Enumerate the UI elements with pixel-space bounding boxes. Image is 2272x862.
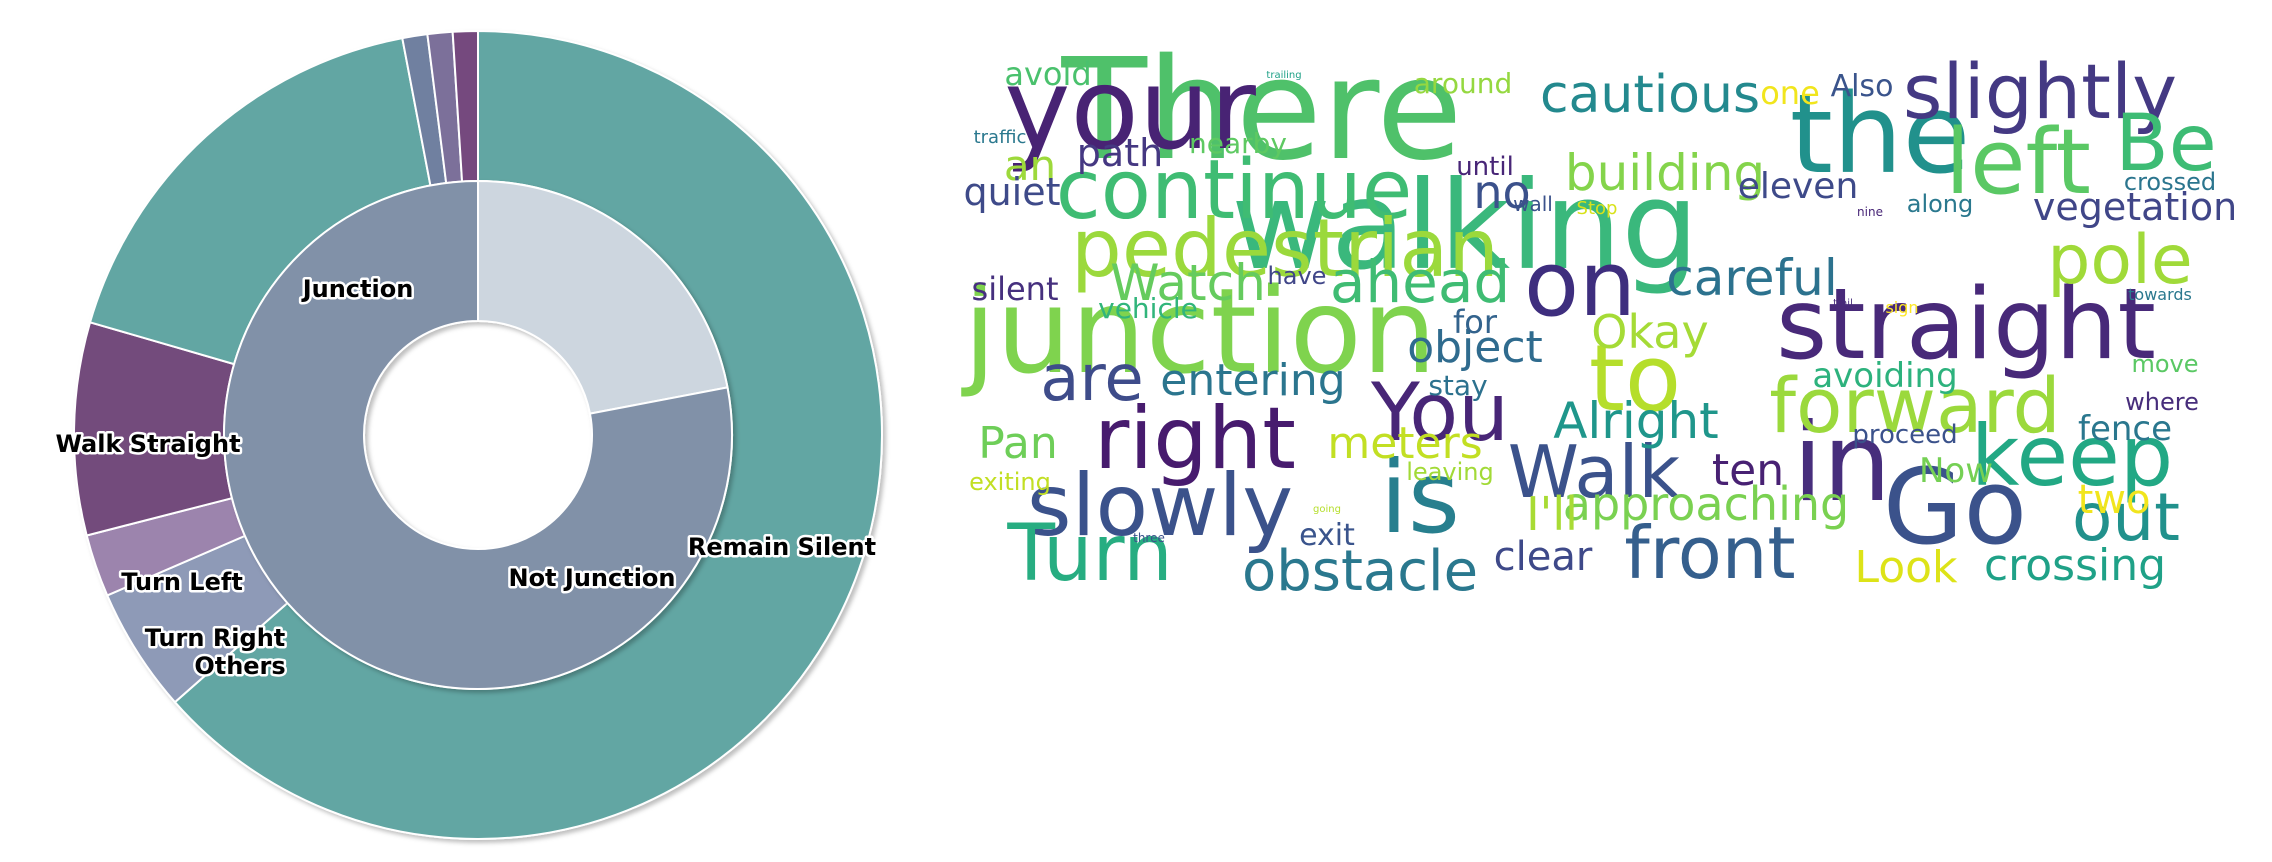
word-71: leaving [1406, 458, 1493, 486]
word-54: one [1760, 74, 1820, 112]
word-34: approaching [1563, 477, 1849, 531]
label-turn-right: Turn Right [145, 624, 286, 652]
word-82: going [1313, 504, 1341, 515]
word-55: Also [1831, 69, 1894, 104]
word-8: is [1380, 439, 1460, 556]
word-62: avoiding [1812, 356, 1957, 396]
word-10: on [1524, 232, 1636, 337]
word-17: slightly [1903, 47, 2177, 136]
word-41: Pan [978, 418, 1057, 469]
word-63: stay [1428, 369, 1487, 402]
word-76: along [1907, 190, 1974, 218]
word-40: meters [1327, 418, 1482, 469]
word-31: Watch [1110, 254, 1266, 312]
word-19: Walk [1508, 430, 1681, 514]
word-53: around [1414, 67, 1512, 100]
word-18: forward [1769, 361, 2060, 450]
word-28: obstacle [1242, 539, 1478, 604]
word-37: entering [1160, 355, 1345, 406]
word-35: crossing [1984, 540, 2166, 591]
inner-slice-0 [477, 179, 729, 415]
word-52: nearby [1189, 127, 1287, 160]
word-20: front [1624, 511, 1795, 595]
word-33: Alright [1553, 392, 1719, 450]
word-26: are [1040, 342, 1144, 416]
word-7: Go [1883, 446, 2027, 568]
word-49: an [1004, 141, 1056, 190]
word-69: two [2078, 477, 2151, 523]
word-51: avoid [1004, 55, 1091, 93]
donut-labels: Junction Not Junction Remain Silent Walk… [53, 273, 879, 683]
word-57: crossed [2124, 168, 2216, 196]
word-5: the [1790, 70, 1971, 198]
word-30: careful [1666, 249, 1838, 307]
word-83: three [1133, 531, 1165, 545]
word-21: You [1370, 366, 1509, 459]
word-45: Look [1854, 542, 1958, 593]
word-78: trail [1833, 298, 1853, 309]
word-81: trailing [1266, 70, 1301, 81]
word-65: fence [2078, 409, 2172, 449]
word-0: There [1061, 29, 1463, 192]
word-27: ahead [1330, 248, 1510, 316]
word-3: your [1004, 45, 1257, 175]
word-22: Turn [1006, 509, 1172, 599]
label-remain-silent: Remain Silent [688, 533, 876, 561]
word-32: building [1565, 144, 1765, 202]
word-4: straight [1776, 268, 2156, 382]
word-72: exiting [969, 468, 1051, 496]
word-46: no [1473, 165, 1530, 219]
word-38: object [1407, 322, 1543, 373]
word-61: for [1453, 303, 1498, 341]
word-15: left [1945, 110, 2091, 215]
label-others: Others [194, 652, 285, 680]
word-59: vehicle [1098, 292, 1198, 325]
word-70: exit [1299, 518, 1355, 553]
word-36: vegetation [2033, 185, 2237, 229]
word-68: Now [1919, 451, 1993, 491]
word-73: Stop [1577, 198, 1618, 219]
word-11: continue [1056, 143, 1413, 238]
word-24: pole [2047, 221, 2193, 300]
label-turn-left: Turn Left [121, 568, 243, 596]
word-60: have [1268, 262, 1327, 290]
word-39: Okay [1591, 305, 1708, 359]
inner-slice-1 [223, 179, 733, 690]
word-6: in [1793, 401, 1891, 526]
word-13: right [1094, 389, 1296, 489]
word-9: to [1589, 325, 1681, 432]
word-1: walking [1231, 155, 1699, 297]
word-75: nine [1857, 205, 1883, 219]
word-47: eleven [1738, 166, 1859, 207]
word-56: until [1456, 152, 1514, 182]
word-74: wall [1513, 192, 1553, 216]
word-80: traffic [974, 127, 1027, 148]
word-64: proceed [1852, 420, 1957, 450]
word-29: cautious [1540, 65, 1760, 125]
word-66: where [2125, 388, 2199, 416]
word-79: sign [1885, 298, 1918, 317]
word-58: silent [972, 270, 1059, 308]
word-2: junction [960, 262, 1436, 400]
word-44: clear [1494, 534, 1593, 580]
nested-donut-chart: Junction Not Junction Remain Silent Walk… [53, 29, 883, 840]
word-67: move [2131, 350, 2198, 378]
word-43: ten [1712, 445, 1784, 496]
label-junction: Junction [301, 275, 414, 303]
word-23: Be [2115, 99, 2217, 189]
word-48: path [1077, 131, 1163, 175]
word-14: slowly [1027, 456, 1293, 556]
word-25: out [2072, 479, 2180, 556]
word-16: keep [1971, 407, 2173, 505]
word-42: I'll [1526, 487, 1578, 541]
label-walk-straight: Walk Straight [55, 430, 240, 458]
word-12: pedestrian [1071, 202, 1499, 295]
word-50: quiet [963, 170, 1060, 214]
inner-ring [223, 179, 733, 690]
label-not-junction: Not Junction [508, 564, 675, 592]
word-77: towards [2128, 285, 2192, 304]
